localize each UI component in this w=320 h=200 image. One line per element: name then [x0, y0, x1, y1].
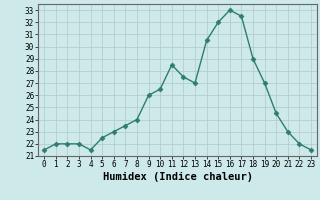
X-axis label: Humidex (Indice chaleur): Humidex (Indice chaleur)	[103, 172, 252, 182]
